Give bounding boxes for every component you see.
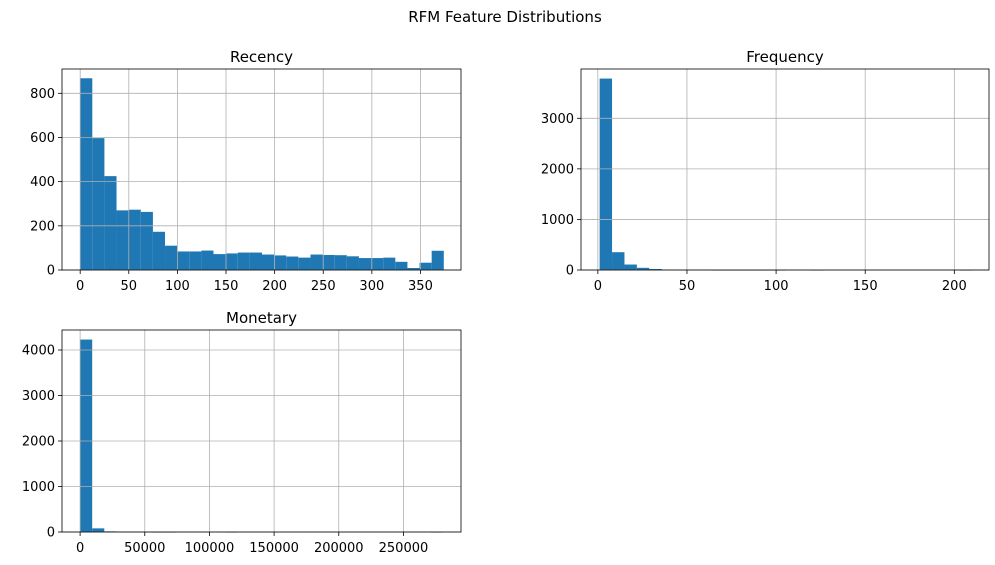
recency-bar-26	[395, 261, 408, 270]
monetary-x-tick-label-1: 50000	[124, 541, 165, 556]
frequency-y-tick-label-3: 3000	[541, 112, 574, 127]
frequency-x-tick-label-0: 0	[594, 279, 602, 294]
recency-bar-10	[201, 250, 214, 270]
frequency-bar-0	[599, 78, 613, 270]
recency-bar-16	[274, 255, 287, 270]
recency-title: Recency	[230, 48, 293, 66]
recency-bar-8	[177, 251, 190, 270]
monetary-x-tick-label-4: 200000	[314, 541, 364, 556]
frequency-title: Frequency	[746, 48, 824, 66]
monetary-x-tick-label-2: 100000	[185, 541, 235, 556]
recency-x-tick-label-4: 200	[262, 279, 287, 294]
monetary-y-tick-label-0: 0	[47, 526, 55, 541]
recency-x-tick-label-0: 0	[76, 279, 84, 294]
recency-bar-18	[298, 257, 311, 270]
recency-y-tick-label-3: 600	[30, 131, 55, 146]
recency-bar-9	[189, 251, 202, 270]
monetary-y-tick-label-3: 3000	[22, 389, 55, 404]
monetary-bar-1	[92, 528, 105, 532]
monetary-y-tick-label-1: 1000	[22, 480, 55, 495]
frequency-x-tick-label-3: 150	[853, 279, 878, 294]
monetary-title: Monetary	[226, 309, 297, 327]
recency-x-tick-label-3: 150	[214, 279, 239, 294]
recency-bar-5	[140, 211, 153, 270]
frequency-y-tick-label-1: 1000	[541, 213, 574, 228]
frequency-bar-4	[649, 268, 662, 270]
monetary-x-tick-label-5: 250000	[379, 541, 429, 556]
recency-bar-21	[334, 255, 347, 270]
recency-x-tick-label-5: 250	[311, 279, 336, 294]
recency-bar-12	[225, 253, 238, 270]
recency-bar-17	[286, 256, 299, 270]
recency-x-tick-label-1: 50	[121, 279, 138, 294]
frequency-bar-3	[636, 267, 650, 270]
frequency-x-tick-label-2: 100	[764, 279, 789, 294]
recency-y-tick-label-1: 200	[30, 219, 55, 234]
recency-bar-7	[165, 245, 178, 270]
recency-bar-14	[249, 252, 262, 270]
monetary-x-tick-label-3: 150000	[249, 541, 299, 556]
recency-bar-29	[431, 250, 444, 270]
recency-x-tick-label-7: 350	[408, 279, 433, 294]
frequency-axes-frame	[580, 68, 990, 271]
frequency-y-tick-label-2: 2000	[541, 162, 574, 177]
monetary-axes-frame	[61, 329, 462, 533]
recency-x-tick-label-6: 300	[359, 279, 384, 294]
monetary-bar-0	[80, 339, 93, 532]
monetary-y-tick-label-4: 4000	[22, 344, 55, 359]
monetary-y-tick-label-2: 2000	[22, 435, 55, 450]
recency-bar-28	[419, 262, 432, 270]
recency-bar-4	[128, 209, 141, 270]
recency-y-tick-label-0: 0	[47, 264, 55, 279]
recency-histogram: 0 50 100 150 200 250 300 350 0 200 400 600 800 Recenc…	[30, 48, 462, 294]
frequency-bar-1	[612, 252, 625, 270]
recency-bar-1	[92, 138, 105, 270]
recency-y-tick-label-4: 800	[30, 87, 55, 102]
recency-bar-2	[104, 176, 117, 270]
recency-y-tick-label-2: 400	[30, 175, 55, 190]
frequency-x-tick-label-1: 50	[679, 279, 696, 294]
recency-bar-24	[371, 258, 384, 270]
recency-bar-3	[116, 210, 129, 270]
frequency-bar-2	[624, 264, 637, 270]
recency-bar-20	[322, 254, 335, 270]
recency-bar-15	[261, 254, 275, 270]
figure-suptitle: RFM Feature Distributions	[408, 8, 602, 26]
recency-bar-27	[407, 268, 420, 270]
recency-axes-frame	[61, 68, 462, 271]
frequency-y-tick-label-0: 0	[566, 264, 574, 279]
recency-bar-0	[80, 78, 93, 270]
recency-x-tick-label-2: 100	[165, 279, 190, 294]
recency-bar-25	[383, 257, 396, 270]
recency-bar-11	[213, 254, 226, 270]
monetary-histogram: 0 50000 100000 150000 200000 250000 0 1000 2000 3…	[22, 309, 462, 556]
recency-bar-22	[346, 256, 359, 270]
recency-bar-19	[310, 254, 323, 270]
monetary-x-tick-label-0: 0	[76, 541, 84, 556]
frequency-x-tick-label-4: 200	[942, 279, 967, 294]
recency-bar-6	[152, 231, 166, 270]
recency-bar-13	[237, 252, 250, 270]
recency-bar-23	[358, 258, 372, 270]
